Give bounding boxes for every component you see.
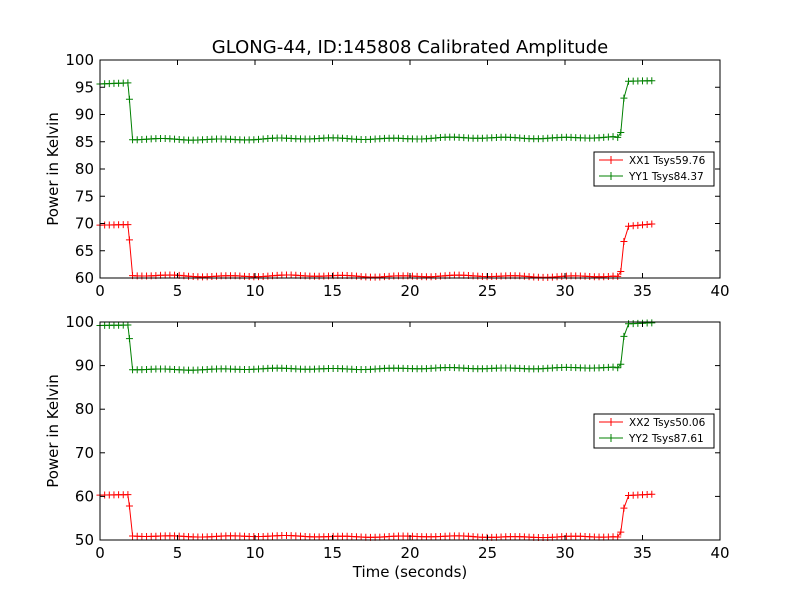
data-point (125, 502, 133, 510)
y-tick-label: 100 (65, 51, 94, 69)
y-tick-label: 60 (75, 487, 94, 505)
data-point (620, 94, 628, 102)
data-point (125, 95, 133, 103)
y-tick-label: 50 (75, 531, 94, 549)
data-point (620, 504, 628, 512)
y-tick-label: 85 (75, 133, 94, 151)
chart-title: GLONG-44, ID:145808 Calibrated Amplitude (212, 37, 608, 58)
x-tick-label: 35 (633, 544, 652, 562)
y-tick-label: 95 (75, 78, 94, 96)
legend-bottom: XX2 Tsys50.06 YY2 Tsys87.61 (593, 413, 715, 449)
y-tick-label: 80 (75, 400, 94, 418)
legend-label-yy2: YY2 Tsys87.61 (628, 433, 704, 445)
data-point (617, 128, 625, 136)
data-point (124, 321, 132, 329)
x-tick-label: 5 (173, 282, 183, 300)
x-tick-label: 30 (555, 544, 574, 562)
x-tick-label: 40 (710, 544, 729, 562)
data-point (125, 236, 133, 244)
data-point (125, 335, 133, 343)
y-tick-label: 75 (75, 187, 94, 205)
panel-calibrated-amplitude-2: Power in Kelvin Time (seconds) 0 5 10 15 20 2… (44, 313, 730, 581)
y-axis-label-bottom: Power in Kelvin (44, 374, 62, 488)
y-tick-label: 70 (75, 215, 94, 233)
y-tick-label: 90 (75, 106, 94, 124)
plot-area-top (96, 77, 656, 281)
x-axis-label: Time (seconds) (352, 563, 468, 581)
axis-ticks-top: 0 5 10 15 20 25 30 35 40 60 65 70 75 80 85 90 95 100 (65, 51, 729, 300)
legend-marker-yy2 (607, 434, 615, 442)
data-point (617, 360, 625, 368)
series-line-yy1 (99, 80, 652, 141)
x-tick-label: 25 (478, 544, 497, 562)
x-tick-label: 40 (710, 282, 729, 300)
legend-label-xx2: XX2 Tsys50.06 (629, 417, 706, 429)
data-point (614, 133, 622, 141)
x-tick-label: 25 (478, 282, 497, 300)
data-point (617, 528, 625, 536)
x-tick-label: 5 (173, 544, 183, 562)
data-point (124, 79, 132, 87)
x-tick-label: 0 (95, 282, 105, 300)
x-tick-label: 35 (633, 282, 652, 300)
legend-box-top (593, 151, 715, 187)
legend-label-xx1: XX1 Tsys59.76 (629, 155, 706, 167)
series-line-yy2 (99, 322, 652, 371)
data-point (609, 363, 617, 371)
y-tick-label: 90 (75, 357, 94, 375)
x-tick-label: 10 (245, 282, 264, 300)
legend-marker-xx1 (607, 156, 615, 164)
x-tick-label: 10 (245, 544, 264, 562)
data-point (648, 77, 656, 85)
panel-calibrated-amplitude-1: GLONG-44, ID:145808 Calibrated Amplitude… (44, 37, 730, 300)
legend-marker-yy1 (607, 172, 615, 180)
data-point (620, 332, 628, 340)
data-point (614, 533, 622, 541)
data-point (648, 319, 656, 327)
legend-top: XX1 Tsys59.76 YY1 Tsys84.37 (593, 151, 715, 187)
x-tick-label: 20 (400, 544, 419, 562)
x-tick-label: 0 (95, 544, 105, 562)
data-point (617, 267, 625, 275)
data-point (648, 490, 656, 498)
data-point (124, 491, 132, 499)
data-point (648, 220, 656, 228)
legend-box-bottom (593, 413, 715, 449)
axis-ticks-bottom: 0 5 10 15 20 25 30 35 40 50 60 70 80 90 100 (65, 313, 729, 562)
data-point (124, 221, 132, 229)
x-tick-label: 15 (323, 544, 342, 562)
plot-frame-bottom (99, 321, 721, 541)
data-point (620, 237, 628, 245)
series-line-xx2 (99, 493, 652, 539)
legend-label-yy1: YY1 Tsys84.37 (628, 171, 704, 183)
plot-frame-top (99, 59, 721, 279)
x-tick-label: 30 (555, 282, 574, 300)
y-tick-label: 65 (75, 242, 94, 260)
x-tick-label: 20 (400, 282, 419, 300)
data-point (614, 272, 622, 280)
plot-area-bottom (96, 319, 656, 542)
y-tick-label: 60 (75, 269, 94, 287)
legend-marker-xx2 (607, 418, 615, 426)
data-point (614, 364, 622, 372)
y-axis-label-top: Power in Kelvin (44, 112, 62, 226)
y-tick-label: 80 (75, 160, 94, 178)
y-tick-label: 70 (75, 444, 94, 462)
series-line-xx1 (99, 223, 652, 278)
y-tick-label: 100 (65, 313, 94, 331)
data-point (609, 133, 617, 141)
x-tick-label: 15 (323, 282, 342, 300)
